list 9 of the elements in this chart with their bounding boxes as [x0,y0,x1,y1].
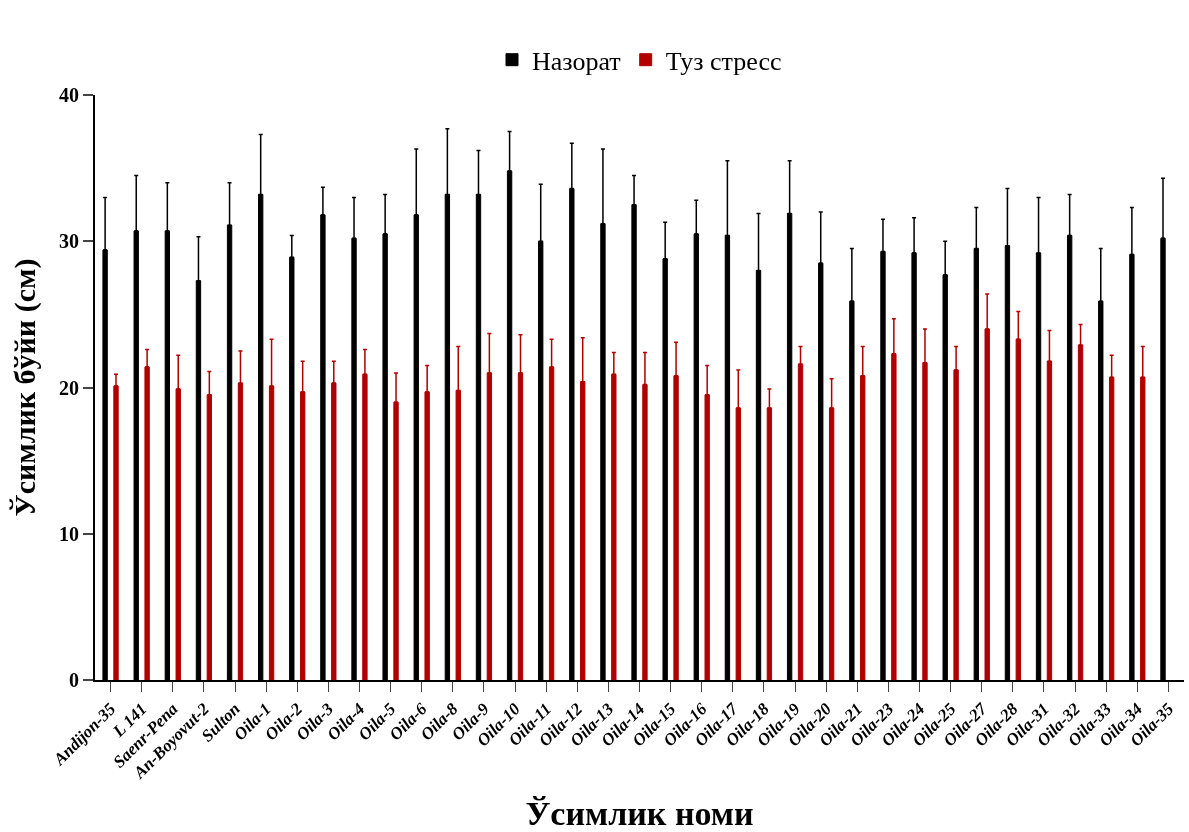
y-tick-label: 30 [59,230,79,253]
legend-label: Назорат [532,46,621,76]
y-tick-label: 10 [59,522,79,545]
legend-label: Туз стресс [665,46,782,76]
y-axis-title: Ўсимлик бўйи (см) [7,258,42,517]
x-axis-title: Ўсимлик номи [525,795,754,832]
y-tick-label: 0 [69,669,79,691]
y-tick-label: 40 [59,84,79,106]
y-tick-label: 20 [59,376,79,399]
